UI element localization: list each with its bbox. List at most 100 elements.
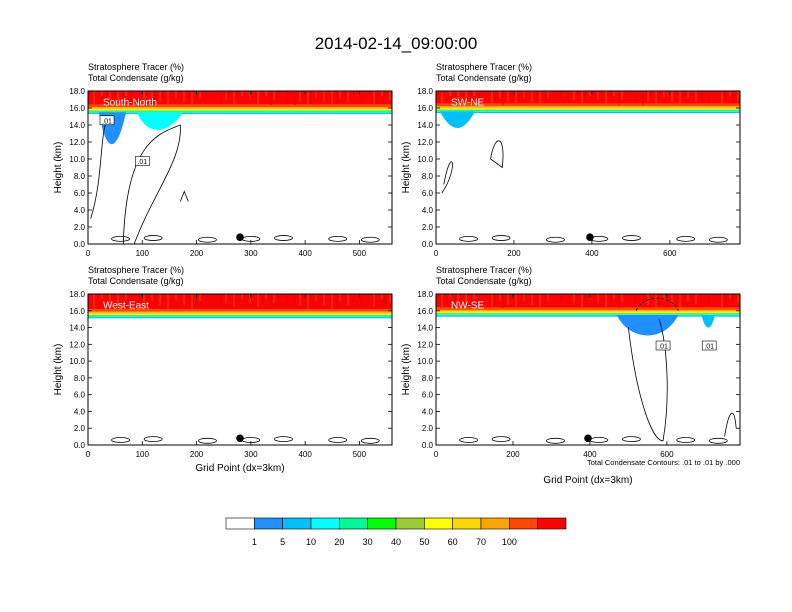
colorbar-tick-label: 100	[502, 537, 517, 547]
tracer-band-7	[88, 112, 392, 114]
y-tick-label: 12.0	[417, 340, 433, 349]
tracer-streak	[687, 294, 689, 301]
tracer-streak	[576, 91, 578, 95]
tracer-streak	[360, 294, 362, 306]
contour-line	[179, 190, 189, 202]
tracer-streak	[138, 294, 140, 300]
tracer-streak	[523, 294, 525, 301]
panel-subtitle-condensate: Total Condensate (g/kg)	[88, 276, 184, 286]
x-tick-label: 400	[298, 450, 312, 459]
tracer-streak	[663, 91, 665, 98]
tracer-streak	[323, 294, 325, 305]
tracer-streak	[294, 294, 296, 308]
tracer-streak	[220, 294, 222, 306]
tracer-streak	[618, 294, 620, 308]
y-axis-label: Height (km)	[401, 344, 412, 396]
tracer-streak	[368, 91, 370, 95]
colorbar-swatch	[310, 517, 340, 530]
tracer-streak	[597, 294, 599, 303]
x-axis-label: Grid Point (dx=3km)	[543, 475, 632, 486]
tracer-dip	[136, 112, 183, 130]
tracer-streak	[265, 91, 267, 96]
tracer-streak	[684, 294, 686, 306]
tracer-streak	[307, 91, 309, 106]
tracer-streak	[117, 294, 119, 307]
contour-cell	[459, 437, 478, 443]
tracer-band-5	[88, 110, 392, 112]
tracer-streak	[510, 294, 512, 300]
contour-label-box	[701, 340, 717, 351]
tracer-streak	[539, 91, 541, 106]
tracer-streak	[93, 294, 95, 307]
tracer-streak	[236, 91, 238, 99]
tracer-streak	[724, 294, 726, 302]
y-tick-label: 10.0	[69, 357, 85, 366]
tracer-band-7	[436, 315, 740, 317]
colorbar-tick-label: 60	[448, 537, 458, 547]
tracer-streak	[473, 294, 475, 299]
tracer-streak	[494, 294, 496, 304]
contour-line	[628, 319, 668, 442]
colorbar-swatch	[225, 517, 255, 530]
tracer-streak	[552, 91, 554, 95]
tracer-streak	[539, 294, 541, 309]
tracer-streak	[286, 294, 288, 304]
tracer-streak	[299, 91, 301, 102]
tracer-streak	[101, 91, 103, 96]
tracer-streak	[159, 294, 161, 305]
tracer-streak	[307, 294, 309, 309]
tracer-streak	[262, 91, 264, 101]
colorbar-swatch	[452, 517, 482, 530]
tracer-streak	[642, 294, 644, 308]
tracer-band-5	[88, 314, 392, 316]
colorbar-swatch	[480, 517, 510, 530]
figure-title: 2014-02-14_09:00:00	[315, 34, 478, 53]
tracer-streak	[581, 91, 583, 104]
y-tick-label: 12.0	[69, 340, 85, 349]
tracer-streak	[679, 91, 681, 106]
tracer-streak	[376, 294, 378, 302]
tracer-field	[88, 294, 392, 444]
tracer-streak	[531, 294, 533, 305]
tracer-streak	[167, 91, 169, 106]
tracer-streak	[376, 91, 378, 99]
tracer-streak	[613, 294, 615, 299]
tracer-streak	[515, 91, 517, 106]
tracer-streak	[470, 294, 472, 304]
tracer-streak	[610, 294, 612, 304]
tracer-streak	[552, 294, 554, 298]
y-tick-label: 18.0	[417, 290, 433, 299]
tracer-streak	[114, 91, 116, 97]
y-tick-label: 4.0	[422, 206, 434, 215]
x-tick-label: 600	[663, 249, 677, 258]
tracer-streak	[233, 294, 235, 307]
x-tick-label: 600	[660, 450, 674, 459]
tracer-streak	[151, 91, 153, 98]
tracer-streak	[88, 294, 90, 298]
tracer-streak	[191, 91, 193, 106]
tracer-streak	[93, 91, 95, 104]
contour-line	[490, 140, 504, 169]
contour-cell	[274, 235, 293, 241]
x-tick-label: 300	[244, 450, 258, 459]
tracer-streak	[597, 91, 599, 100]
tracer-band-1	[88, 309, 392, 312]
contour-line	[724, 412, 737, 437]
contour-cell	[360, 437, 380, 444]
y-tick-label: 14.0	[417, 121, 433, 130]
y-tick-label: 10.0	[69, 155, 85, 164]
tracer-streak	[737, 91, 739, 100]
tracer-streak	[499, 294, 501, 301]
tracer-streak	[581, 294, 583, 307]
tracer-streak	[151, 294, 153, 301]
tracer-streak	[373, 91, 375, 104]
tracer-streak	[621, 294, 623, 303]
tracer-streak	[650, 91, 652, 97]
condensate-contours	[111, 436, 380, 444]
tracer-streak	[544, 294, 546, 306]
y-tick-label: 6.0	[422, 189, 434, 198]
tracer-streak	[257, 294, 259, 307]
tracer-streak	[228, 294, 230, 298]
tracer-streak	[310, 91, 312, 101]
tracer-streak	[486, 294, 488, 300]
